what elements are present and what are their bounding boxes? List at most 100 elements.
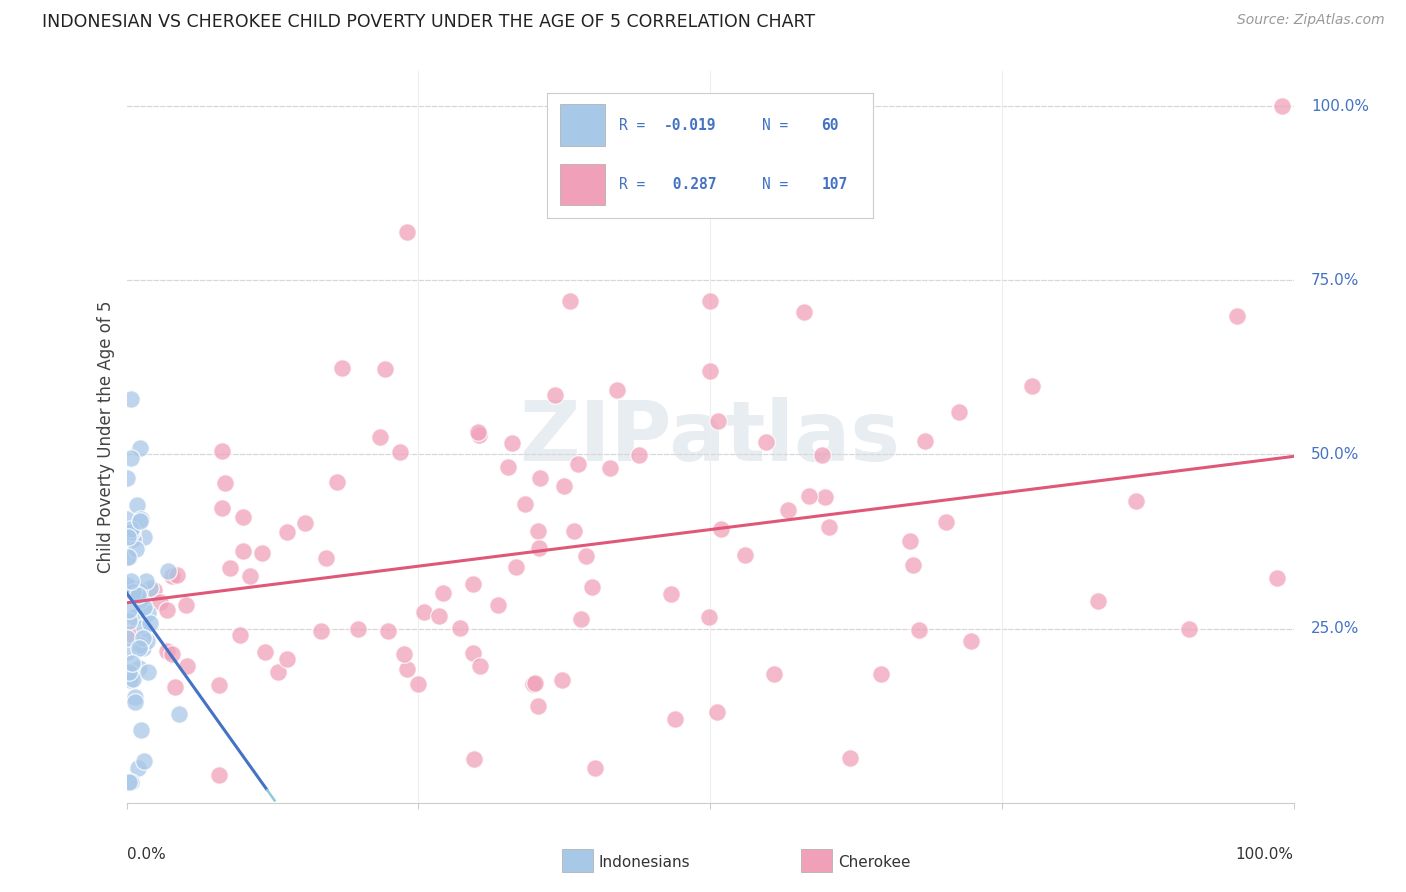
Point bbox=[1087, 594, 1109, 608]
Point bbox=[125, 588, 148, 602]
Point bbox=[330, 361, 353, 376]
Text: 50.0%: 50.0% bbox=[1310, 447, 1360, 462]
Point bbox=[250, 546, 273, 560]
Point bbox=[166, 568, 188, 582]
Point bbox=[486, 598, 509, 612]
Point bbox=[121, 524, 143, 539]
Point bbox=[395, 225, 418, 239]
Point bbox=[326, 475, 349, 490]
Point bbox=[513, 497, 536, 511]
Point bbox=[267, 665, 290, 680]
Point bbox=[406, 677, 429, 691]
Point bbox=[118, 775, 141, 789]
Point bbox=[128, 584, 150, 599]
Point bbox=[117, 530, 139, 544]
Point bbox=[162, 568, 184, 582]
Point bbox=[120, 525, 142, 540]
Point bbox=[763, 667, 786, 681]
Point bbox=[214, 476, 236, 491]
Point bbox=[128, 661, 150, 675]
Point bbox=[659, 587, 682, 601]
Point bbox=[117, 524, 139, 539]
Point bbox=[167, 706, 190, 721]
Point bbox=[121, 657, 143, 671]
Point bbox=[907, 623, 929, 637]
Point bbox=[699, 294, 721, 309]
Point bbox=[370, 430, 392, 444]
Point bbox=[522, 676, 544, 690]
Y-axis label: Child Poverty Under the Age of 5: Child Poverty Under the Age of 5 bbox=[97, 301, 115, 574]
Text: 75.0%: 75.0% bbox=[1310, 273, 1360, 288]
Point bbox=[523, 675, 546, 690]
Point bbox=[468, 659, 491, 673]
Point bbox=[115, 577, 138, 591]
Point bbox=[449, 621, 471, 635]
Point bbox=[427, 609, 450, 624]
Point bbox=[128, 442, 150, 456]
Point bbox=[550, 673, 572, 688]
Point bbox=[467, 428, 489, 442]
Point bbox=[132, 530, 155, 544]
Point bbox=[463, 577, 485, 591]
Point bbox=[392, 647, 415, 661]
Point bbox=[156, 602, 179, 616]
Point bbox=[163, 680, 186, 694]
Point bbox=[138, 607, 160, 621]
Point bbox=[120, 673, 142, 687]
Point bbox=[136, 665, 159, 680]
Point bbox=[707, 414, 730, 428]
Point bbox=[208, 678, 231, 692]
Point bbox=[276, 652, 298, 666]
Point bbox=[229, 628, 252, 642]
Point bbox=[117, 666, 139, 681]
Point bbox=[211, 500, 233, 515]
Text: 0.0%: 0.0% bbox=[127, 847, 166, 862]
Point bbox=[527, 699, 550, 714]
Point bbox=[128, 639, 150, 653]
Point bbox=[219, 561, 242, 575]
Point bbox=[211, 444, 233, 458]
Point bbox=[128, 514, 150, 528]
Text: Indonesians: Indonesians bbox=[599, 855, 690, 870]
Point bbox=[127, 761, 149, 775]
Point bbox=[156, 644, 179, 658]
Point bbox=[501, 436, 523, 450]
Point bbox=[463, 751, 485, 765]
Point bbox=[388, 445, 411, 459]
Point bbox=[870, 667, 893, 681]
Point bbox=[121, 585, 143, 599]
Point bbox=[132, 640, 155, 655]
Point bbox=[797, 489, 820, 503]
Point bbox=[125, 498, 148, 512]
Point bbox=[374, 362, 396, 376]
Point bbox=[347, 622, 370, 636]
Point bbox=[898, 534, 921, 549]
Point bbox=[118, 665, 141, 680]
Point bbox=[575, 549, 598, 563]
Point bbox=[583, 760, 606, 774]
Point bbox=[793, 304, 815, 318]
Point bbox=[125, 585, 148, 599]
Point bbox=[156, 564, 179, 578]
Point bbox=[132, 632, 155, 646]
Point bbox=[115, 470, 138, 484]
Point bbox=[935, 515, 957, 529]
Point bbox=[699, 364, 721, 378]
Point bbox=[118, 602, 141, 616]
Point bbox=[569, 612, 592, 626]
Point bbox=[121, 672, 143, 686]
Point bbox=[914, 434, 936, 449]
Point bbox=[544, 387, 567, 401]
Point bbox=[115, 512, 138, 526]
Point bbox=[527, 541, 550, 556]
Point bbox=[948, 404, 970, 418]
Point bbox=[124, 695, 146, 709]
Point bbox=[132, 600, 155, 615]
Point bbox=[176, 658, 198, 673]
Point bbox=[132, 754, 155, 768]
Point bbox=[496, 460, 519, 475]
Text: 100.0%: 100.0% bbox=[1236, 847, 1294, 862]
Point bbox=[567, 457, 589, 471]
Point bbox=[1125, 493, 1147, 508]
Point bbox=[778, 503, 800, 517]
